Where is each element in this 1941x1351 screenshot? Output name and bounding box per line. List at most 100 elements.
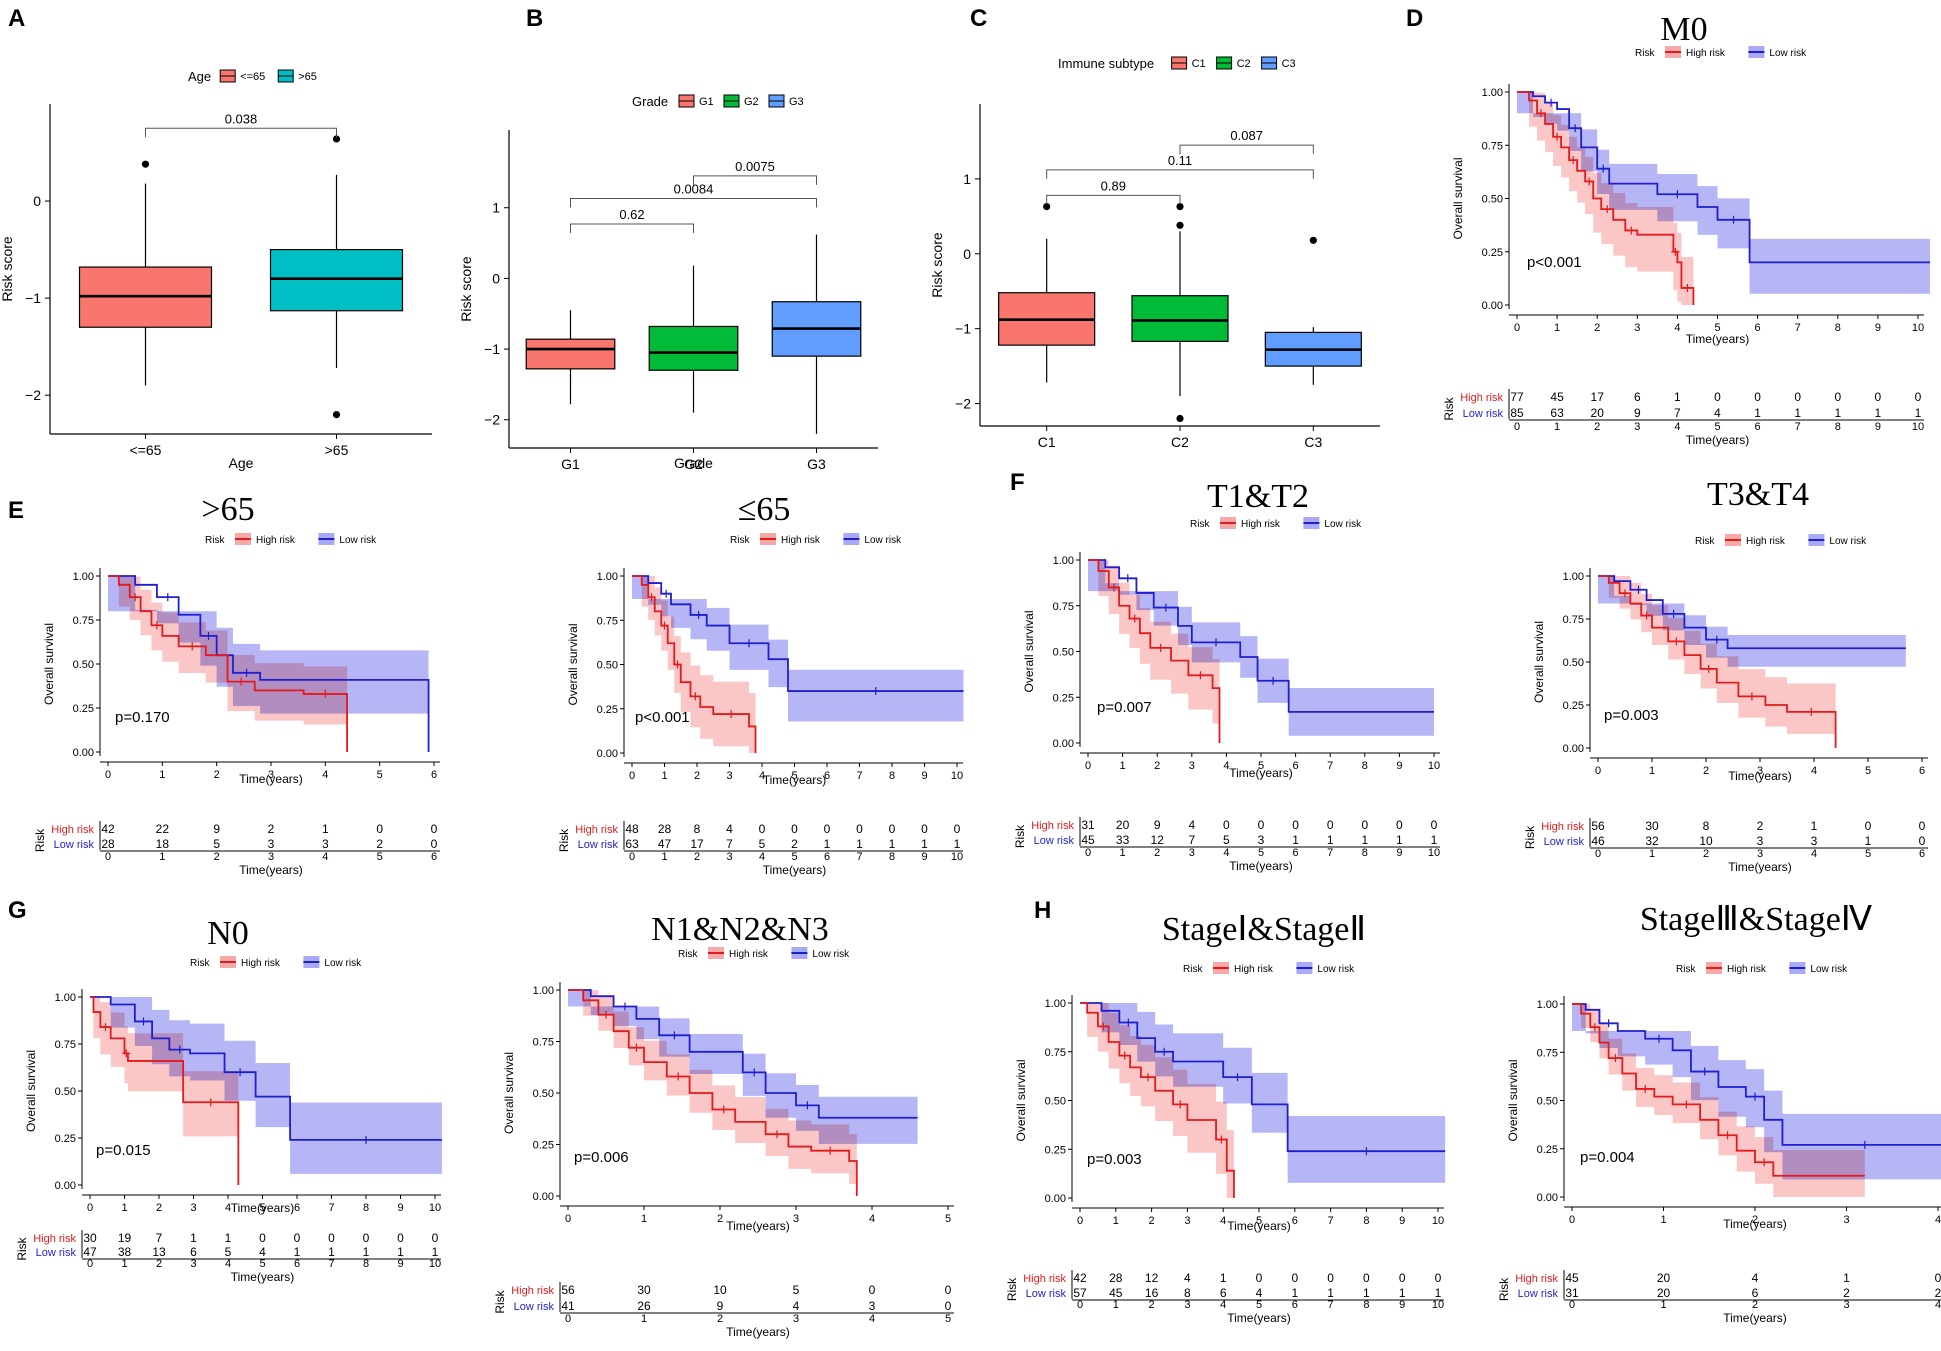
risk-table-time-tick: 10 (951, 851, 963, 863)
high-risk-censor-mark (1109, 583, 1118, 592)
km-panel-e: >65 Risk High risk Low risk 0.00 0.25 0.50 0.75… (33, 491, 440, 877)
risk-table-time-tick: 8 (363, 1258, 369, 1270)
risk-table-axis-label: Risk (15, 1236, 29, 1260)
low-risk-ci-band (1080, 1003, 1446, 1183)
risk-table-time-tick: 7 (856, 851, 862, 863)
x-tick-label: 2 (717, 1213, 723, 1225)
km-title: StageⅠ&StageⅡ (1162, 911, 1366, 948)
risk-table-x-label: Time(years) (1229, 859, 1293, 873)
risk-table-time-tick: 4 (1220, 1299, 1226, 1311)
risk-table-low-count: 1 (294, 1245, 301, 1259)
low-risk-censor-mark (1860, 1140, 1869, 1149)
high-risk-censor-mark (1682, 1100, 1691, 1109)
low-risk-censor-mark (1161, 603, 1170, 612)
low-risk-censor-mark (1233, 1073, 1242, 1082)
x-tick-label: 7 (856, 770, 862, 782)
x-tick-label: 1 (641, 1213, 647, 1225)
risk-table-low-count: 1 (1327, 1286, 1334, 1300)
x-tick-label: 3 (190, 1202, 196, 1214)
legend-label: Low risk (324, 958, 362, 969)
legend-label: C3 (1282, 58, 1296, 70)
y-tick-label: 0.75 (1053, 601, 1074, 613)
x-tick-label: 4 (869, 1213, 875, 1225)
high-risk-curve (108, 575, 348, 752)
risk-table-high-count: 45 (1565, 1271, 1579, 1285)
risk-table-high-count: 0 (1754, 390, 1761, 404)
risk-table-time-tick: 5 (259, 1258, 265, 1270)
panel-label-e: E (8, 497, 24, 524)
risk-table-low-count: 1 (1435, 1286, 1442, 1300)
risk-table-high-count: 0 (1435, 1271, 1442, 1285)
panel-label-g: G (8, 897, 27, 924)
high-risk-censor-mark (1585, 177, 1594, 186)
risk-table-low-count: 1 (1834, 406, 1841, 420)
risk-table-x-label: Time(years) (726, 1325, 790, 1339)
risk-table-low-count: 1 (1754, 406, 1761, 420)
y-axis-label: Overall survival (1014, 1059, 1028, 1141)
y-tick-label: 0.25 (1053, 692, 1074, 704)
x-tick-label: C3 (1304, 434, 1322, 450)
legend-label: G1 (699, 96, 714, 108)
risk-table-low-count: 2 (376, 837, 383, 851)
risk-table-low-count: 63 (1550, 406, 1564, 420)
high-risk-censor-mark (826, 1146, 835, 1155)
legend-label: G3 (789, 96, 804, 108)
km-p-value: p<0.001 (635, 709, 690, 726)
x-tick-label: <=65 (130, 442, 162, 458)
risk-table-time-tick: 6 (824, 851, 830, 863)
x-tick-label: 9 (397, 1202, 403, 1214)
risk-table-time-tick: 10 (429, 1258, 441, 1270)
x-axis-label: Time(years) (1728, 769, 1792, 783)
panel-label-f: F (1010, 469, 1025, 496)
x-tick-label: 4 (1223, 760, 1229, 772)
x-tick-label: 1 (159, 769, 165, 781)
x-tick-label: 3 (1634, 322, 1640, 334)
risk-table-time-tick: 9 (397, 1258, 403, 1270)
comparison-bracket (1046, 169, 1314, 179)
y-tick-label: 1 (963, 171, 971, 187)
legend-title: Risk (730, 535, 750, 546)
risk-table-label-low: Low risk (1544, 836, 1585, 848)
risk-table-high-count: 0 (1794, 390, 1801, 404)
x-tick-label: 3 (1189, 760, 1195, 772)
risk-table-time-tick: 8 (1835, 421, 1841, 433)
risk-table-time-tick: 10 (1432, 1299, 1444, 1311)
y-axis-label: Overall survival (1022, 610, 1036, 692)
legend-label: High risk (781, 535, 821, 546)
risk-table-low-count: 57 (1073, 1286, 1087, 1300)
x-tick-label: 0 (1085, 760, 1091, 772)
km-title: M0 (1660, 11, 1707, 48)
low-risk-censor-mark (1673, 190, 1682, 199)
risk-table-label-high: High risk (1460, 392, 1503, 404)
high-risk-censor-mark (1099, 1022, 1108, 1031)
risk-table-time-tick: 5 (1256, 1299, 1262, 1311)
low-risk-censor-mark (662, 589, 671, 598)
y-tick-label: 0.00 (1053, 738, 1074, 750)
x-tick-label: 2 (1703, 765, 1709, 777)
x-tick-label: G1 (561, 456, 580, 472)
risk-table-high-count: 56 (561, 1283, 575, 1297)
risk-table-low-count: 16 (1145, 1286, 1159, 1300)
risk-table-axis-label: Risk (1523, 825, 1537, 849)
low-risk-ci-band (1517, 92, 1931, 294)
risk-table-high-count: 0 (1223, 818, 1230, 832)
risk-table-high-count: 0 (1915, 390, 1922, 404)
high-risk-censor-mark (1704, 664, 1713, 673)
legend-label: Low risk (864, 535, 902, 546)
box-C2 (1131, 295, 1229, 342)
low-risk-censor-mark (750, 1068, 759, 1077)
risk-table-low-count: 31 (1565, 1286, 1579, 1300)
risk-table-low-count: 3 (1757, 834, 1764, 848)
high-risk-censor-mark (1683, 283, 1692, 292)
risk-table-high-count: 4 (726, 822, 733, 836)
x-tick-label: 4 (1811, 765, 1817, 777)
panel-label-c: C (970, 5, 987, 32)
low-risk-ci-band (1598, 576, 1906, 667)
x-tick-label: 5 (377, 769, 383, 781)
risk-table-high-count: 0 (1361, 818, 1368, 832)
x-tick-label: 7 (1328, 1215, 1334, 1227)
legend-title: Age (188, 69, 211, 84)
risk-table-low-count: 26 (637, 1299, 651, 1313)
high-risk-censor-mark (131, 593, 140, 602)
high-risk-censor-mark (1621, 589, 1629, 598)
